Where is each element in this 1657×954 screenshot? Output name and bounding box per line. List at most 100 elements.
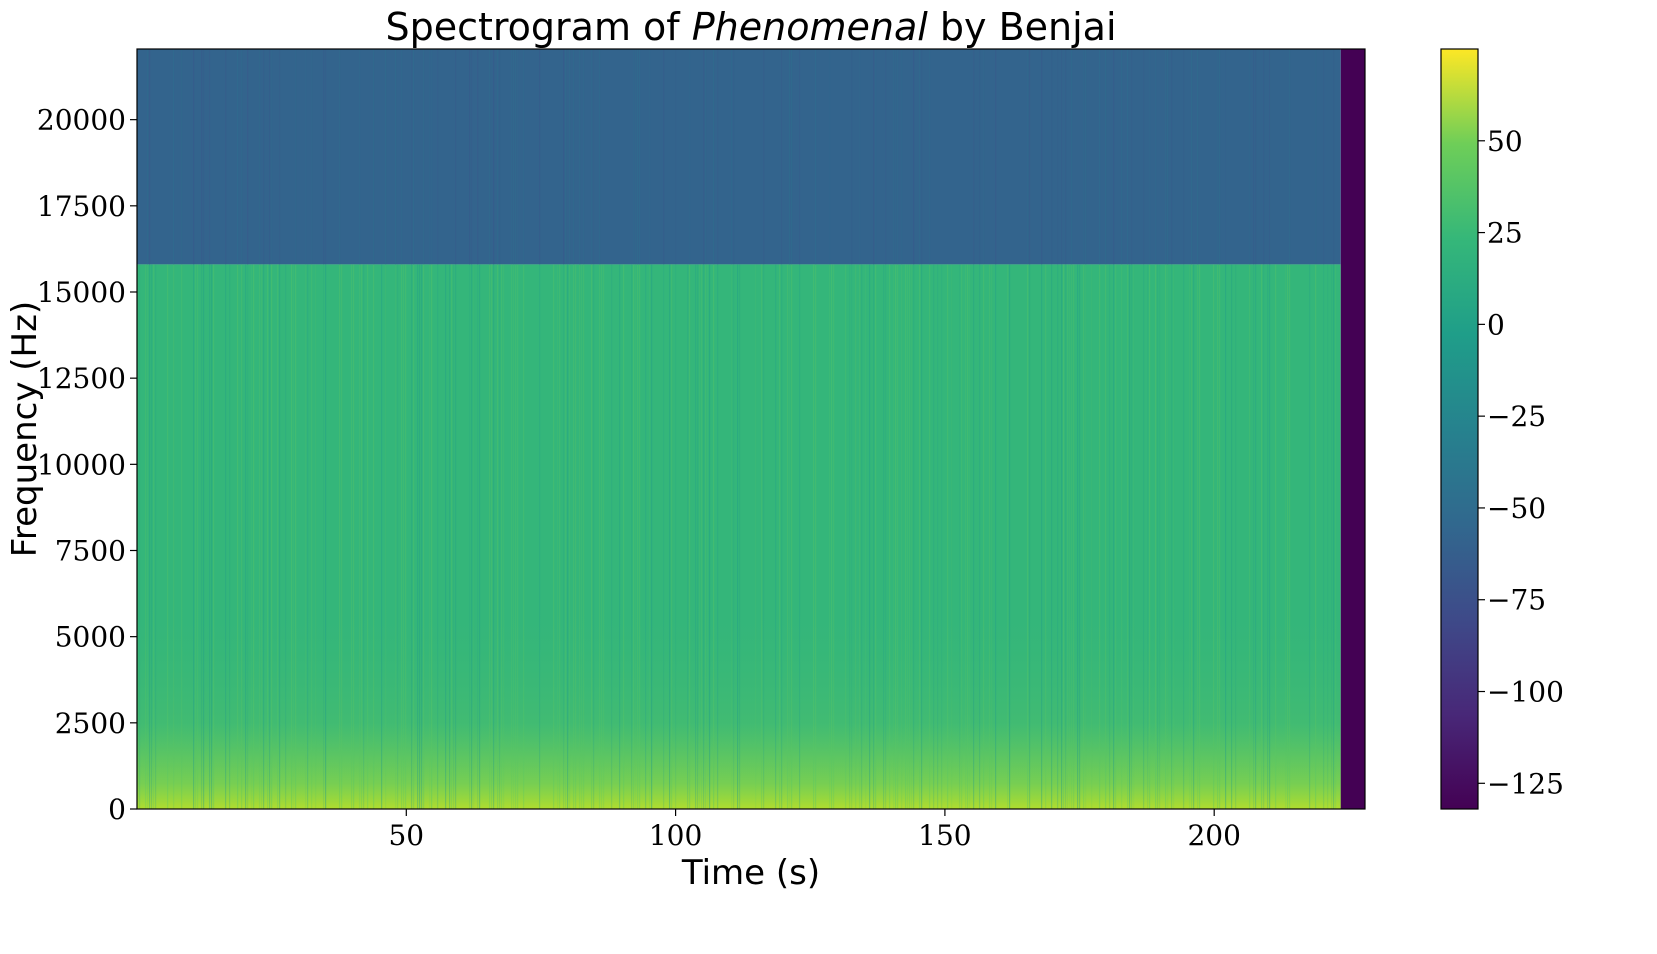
- texture-line: [1231, 264, 1233, 809]
- texture-line: [865, 264, 867, 809]
- texture-line: [893, 49, 895, 265]
- texture-line: [557, 264, 559, 809]
- texture-line: [153, 264, 155, 809]
- texture-line: [211, 264, 213, 809]
- texture-line: [1333, 49, 1335, 265]
- texture-line: [563, 264, 565, 809]
- texture-line: [697, 264, 699, 809]
- high-frequency-band: [137, 49, 1341, 265]
- texture-line: [921, 264, 923, 809]
- texture-line: [995, 49, 997, 265]
- texture-line: [1079, 264, 1081, 809]
- texture-line: [675, 49, 677, 265]
- texture-line: [237, 49, 239, 265]
- texture-line: [491, 264, 493, 809]
- texture-line: [895, 49, 897, 265]
- texture-line: [635, 49, 637, 265]
- texture-line: [477, 49, 479, 265]
- texture-line: [263, 49, 265, 265]
- texture-line: [619, 264, 621, 809]
- texture-line: [445, 264, 447, 809]
- colorbar-tick-label: 50: [1487, 125, 1523, 158]
- plot-frame: [136, 48, 1366, 810]
- texture-line: [989, 264, 991, 809]
- y-tick-label: 5000: [55, 621, 126, 654]
- texture-line: [763, 49, 765, 265]
- texture-line: [261, 264, 263, 809]
- texture-line: [473, 264, 475, 809]
- texture-line: [1323, 264, 1325, 809]
- texture-line: [1051, 264, 1053, 809]
- texture-line: [1045, 264, 1047, 809]
- spectrogram-heatmap: [137, 49, 1365, 809]
- texture-line: [359, 49, 361, 265]
- texture-line: [1167, 49, 1169, 265]
- texture-line: [285, 264, 287, 809]
- texture-line: [279, 264, 281, 809]
- texture-line: [1061, 49, 1063, 265]
- texture-line: [449, 264, 451, 809]
- texture-line: [591, 49, 593, 265]
- texture-line: [869, 264, 871, 809]
- texture-line: [959, 264, 961, 809]
- texture-line: [247, 49, 249, 265]
- texture-line: [1121, 264, 1123, 809]
- texture-line: [1213, 264, 1215, 809]
- texture-line: [259, 264, 261, 809]
- texture-line: [941, 264, 943, 809]
- texture-line: [455, 264, 457, 809]
- texture-line: [353, 264, 355, 809]
- texture-line: [911, 264, 913, 809]
- texture-line: [599, 49, 601, 265]
- texture-line: [1027, 49, 1029, 265]
- texture-line: [421, 264, 423, 809]
- x-tick-label: 200: [1187, 819, 1240, 852]
- y-tick-label: 15000: [37, 276, 126, 309]
- texture-line: [905, 264, 907, 809]
- texture-line: [1173, 264, 1175, 809]
- texture-line: [799, 49, 801, 265]
- texture-line: [695, 264, 697, 809]
- texture-line: [1155, 264, 1157, 809]
- texture-line: [405, 264, 407, 809]
- texture-line: [1269, 264, 1271, 809]
- texture-line: [305, 264, 307, 809]
- texture-line: [451, 264, 453, 809]
- texture-line: [1127, 49, 1129, 265]
- texture-line: [293, 264, 295, 809]
- texture-line: [991, 264, 993, 809]
- bass-band-energy: [137, 722, 1341, 809]
- texture-line: [1121, 49, 1123, 265]
- texture-line: [477, 264, 479, 809]
- texture-line: [791, 49, 793, 265]
- texture-line: [1249, 264, 1251, 809]
- texture-line: [815, 264, 817, 809]
- texture-line: [639, 264, 641, 809]
- texture-line: [1143, 264, 1145, 809]
- y-tick-label: 7500: [55, 534, 126, 567]
- texture-line: [511, 264, 513, 809]
- texture-line: [1109, 264, 1111, 809]
- texture-line: [501, 264, 503, 809]
- texture-line: [913, 49, 915, 265]
- texture-line: [1253, 49, 1255, 265]
- x-axis: 50 100 150 200: [388, 809, 1241, 852]
- texture-line: [583, 264, 585, 809]
- texture-line: [969, 264, 971, 809]
- texture-line: [311, 49, 313, 265]
- texture-line: [1217, 49, 1219, 265]
- texture-line: [1131, 49, 1133, 265]
- texture-line: [1267, 264, 1269, 809]
- texture-line: [851, 49, 853, 265]
- texture-line: [295, 49, 297, 265]
- colorbar-tick-label: −50: [1487, 492, 1546, 525]
- texture-line: [1171, 49, 1173, 265]
- texture-line: [775, 264, 777, 809]
- texture-line: [875, 49, 877, 265]
- texture-line: [909, 264, 911, 809]
- texture-line: [709, 264, 711, 809]
- texture-line: [885, 264, 887, 809]
- texture-line: [781, 49, 783, 265]
- x-tick-label: 150: [918, 819, 971, 852]
- texture-line: [323, 49, 325, 265]
